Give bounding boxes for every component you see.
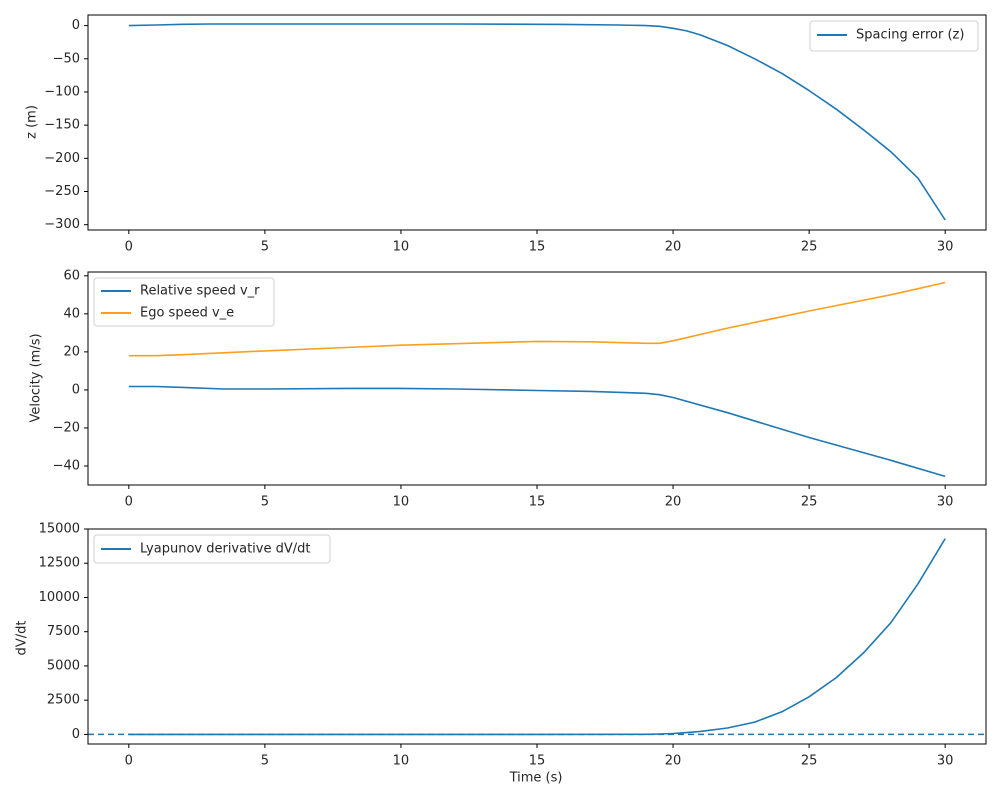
y-axis-label-velocity: Velocity (m/s) <box>29 333 44 422</box>
x-tick-label: 10 <box>393 754 410 769</box>
y-tick-label: 60 <box>63 268 80 283</box>
y-axis-label-lyapunov: dV/dt <box>15 621 30 656</box>
y-tick-label: 0 <box>72 382 80 397</box>
y-tick-label: 0 <box>72 18 80 33</box>
x-tick-label: 30 <box>937 240 954 255</box>
x-tick-label: 5 <box>261 754 269 769</box>
y-tick-label: 10000 <box>39 590 80 605</box>
x-tick-label: 15 <box>529 754 546 769</box>
x-tick-label: 25 <box>801 495 818 510</box>
y-tick-label: 15000 <box>39 522 80 537</box>
y-tick-label: 7500 <box>47 624 80 639</box>
x-tick-label: 5 <box>261 240 269 255</box>
series-line-spacing-0 <box>128 23 946 221</box>
y-tick-label: −20 <box>53 420 80 435</box>
x-tick-label: 25 <box>801 240 818 255</box>
y-tick-label: −300 <box>44 217 80 232</box>
plot-area-velocity: 0 5 10 15 20 25 30 60 40 20 0 −20 −40 <box>53 268 987 510</box>
series-line-velocity-0 <box>128 385 946 478</box>
legend-label-ego-speed: Ego speed v_e <box>140 306 234 321</box>
legend-label-relative-speed: Relative speed v_r <box>140 284 260 299</box>
x-tick-label: 5 <box>261 495 269 510</box>
chart-velocity: Velocity (m/s) Relative speed v_r Ego sp… <box>29 277 275 423</box>
y-tick-label: −40 <box>53 458 80 473</box>
x-tick-label: 10 <box>393 495 410 510</box>
y-tick-label: 0 <box>72 727 80 742</box>
chart-spacing-error: z (m) Spacing error (z) <box>25 20 979 139</box>
legend-box-spacing <box>809 20 979 52</box>
x-tick-label: 10 <box>393 240 410 255</box>
legend-label-lyapunov: Lyapunov derivative dV/dt <box>140 542 311 557</box>
y-tick-label: −200 <box>44 151 80 166</box>
plot-area-lyapunov: 0 5 10 15 20 25 30 15000 12500 10000 7500 5000 2500 0 <box>39 522 987 769</box>
x-tick-label: 25 <box>801 754 818 769</box>
legend-box-lyapunov <box>93 534 331 564</box>
y-tick-label: −150 <box>44 118 80 133</box>
x-tick-label: 20 <box>665 754 682 769</box>
legend-lyapunov: Lyapunov derivative dV/dt <box>93 534 331 564</box>
legend-label-spacing-error: Spacing error (z) <box>856 28 964 43</box>
x-tick-label: 20 <box>665 240 682 255</box>
series-line-lyapunov-0 <box>128 538 946 736</box>
legend-box-velocity <box>93 277 275 327</box>
x-tick-label: 30 <box>937 495 954 510</box>
x-tick-label: 15 <box>529 240 546 255</box>
x-tick-label: 20 <box>665 495 682 510</box>
chart-lyapunov: dV/dt Time (s) Lyapunov derivative dV/dt <box>15 534 563 786</box>
y-tick-label: 2500 <box>47 693 80 708</box>
y-tick-label: 12500 <box>39 556 80 571</box>
x-tick-label: 30 <box>937 754 954 769</box>
y-tick-label: −100 <box>44 84 80 99</box>
y-tick-label: −50 <box>53 51 80 66</box>
x-tick-label: 15 <box>529 495 546 510</box>
x-tick-label: 0 <box>125 240 133 255</box>
legend-velocity: Relative speed v_r Ego speed v_e <box>93 277 275 327</box>
x-axis-label-time: Time (s) <box>509 771 563 786</box>
y-axis-label-spacing: z (m) <box>25 105 40 139</box>
legend-spacing: Spacing error (z) <box>809 20 979 52</box>
y-tick-label: 20 <box>63 344 80 359</box>
y-tick-label: 40 <box>63 306 80 321</box>
x-tick-label: 0 <box>125 495 133 510</box>
y-tick-label: −250 <box>44 184 80 199</box>
series-line-velocity-1 <box>128 281 946 357</box>
y-tick-label: 5000 <box>47 658 80 673</box>
x-tick-label: 0 <box>125 754 133 769</box>
plot-area-spacing: 0 5 10 15 20 25 30 0 −50 −100 −150 −200 −250 −300 <box>44 14 987 255</box>
